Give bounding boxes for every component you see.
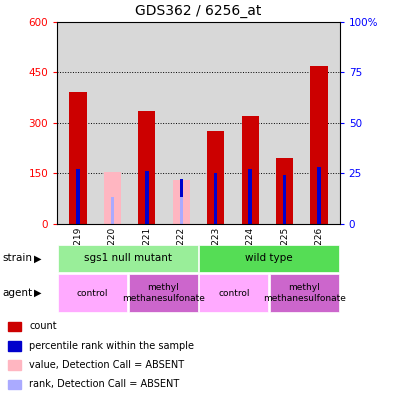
Text: count: count xyxy=(29,322,57,331)
Bar xyxy=(283,175,286,224)
Bar xyxy=(129,274,198,312)
Bar xyxy=(104,171,121,224)
Bar xyxy=(8,360,21,370)
Title: GDS362 / 6256_at: GDS362 / 6256_at xyxy=(135,4,261,18)
Bar xyxy=(70,92,87,224)
Bar xyxy=(180,198,183,224)
Bar xyxy=(145,171,149,224)
Bar xyxy=(111,198,114,224)
Bar xyxy=(199,245,339,272)
Bar xyxy=(8,341,21,350)
Bar xyxy=(199,274,268,312)
Text: percentile rank within the sample: percentile rank within the sample xyxy=(29,341,194,351)
Bar xyxy=(58,245,198,272)
Text: value, Detection Call = ABSENT: value, Detection Call = ABSENT xyxy=(29,360,184,370)
Text: agent: agent xyxy=(2,288,32,298)
Bar xyxy=(180,179,183,224)
Bar xyxy=(248,169,252,224)
Text: ▶: ▶ xyxy=(34,288,41,298)
Bar xyxy=(58,274,127,312)
Bar xyxy=(207,131,224,224)
Bar xyxy=(310,65,327,224)
Bar xyxy=(8,379,21,389)
Bar xyxy=(317,167,321,224)
Text: control: control xyxy=(77,289,108,297)
Text: strain: strain xyxy=(2,253,32,263)
Bar xyxy=(270,274,339,312)
Text: ▶: ▶ xyxy=(34,253,41,263)
Text: wild type: wild type xyxy=(245,253,293,263)
Bar xyxy=(241,116,259,224)
Text: rank, Detection Call = ABSENT: rank, Detection Call = ABSENT xyxy=(29,379,179,389)
Text: control: control xyxy=(218,289,250,297)
Text: methyl
methanesulfonate: methyl methanesulfonate xyxy=(263,284,346,303)
Bar xyxy=(276,158,293,224)
Bar xyxy=(8,322,21,331)
Bar xyxy=(173,180,190,224)
Bar xyxy=(138,111,156,224)
Text: sgs1 null mutant: sgs1 null mutant xyxy=(84,253,172,263)
Bar xyxy=(76,169,80,224)
Bar xyxy=(214,173,217,224)
Text: methyl
methanesulfonate: methyl methanesulfonate xyxy=(122,284,205,303)
